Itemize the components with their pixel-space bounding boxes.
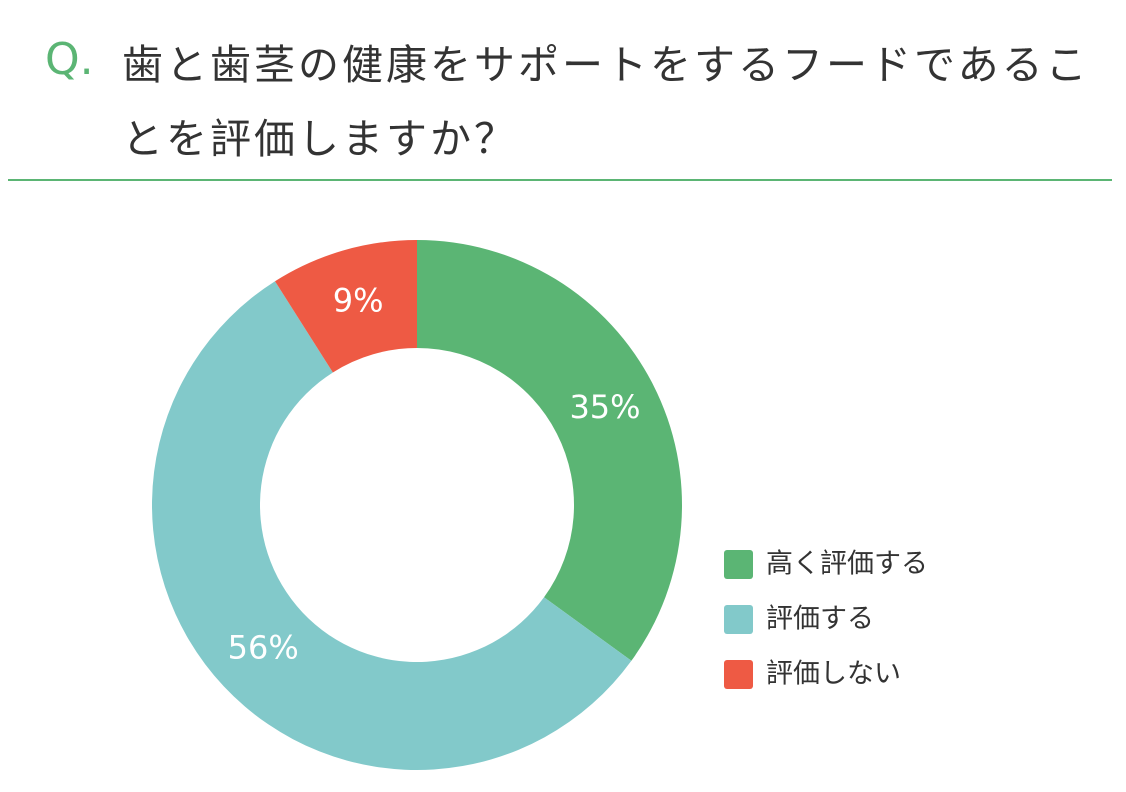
donut-slice [417,240,682,661]
legend-swatch [724,550,753,579]
donut-slice [275,240,417,373]
legend-swatch [724,605,753,634]
question-label: Q. [45,34,94,85]
data-label: 9% [333,281,384,319]
legend-label: 高く評価する [766,549,928,580]
data-label: 56% [228,628,299,666]
legend-label: 評価する [766,604,874,635]
donut-slice [152,281,632,770]
divider [8,179,1112,181]
data-label: 35% [569,388,640,426]
legend-label: 評価しない [766,659,901,690]
chart-title: 歯と歯茎の健康をサポートをするフードであることを評価しますか？ [122,41,1090,163]
legend-swatch [724,660,753,689]
